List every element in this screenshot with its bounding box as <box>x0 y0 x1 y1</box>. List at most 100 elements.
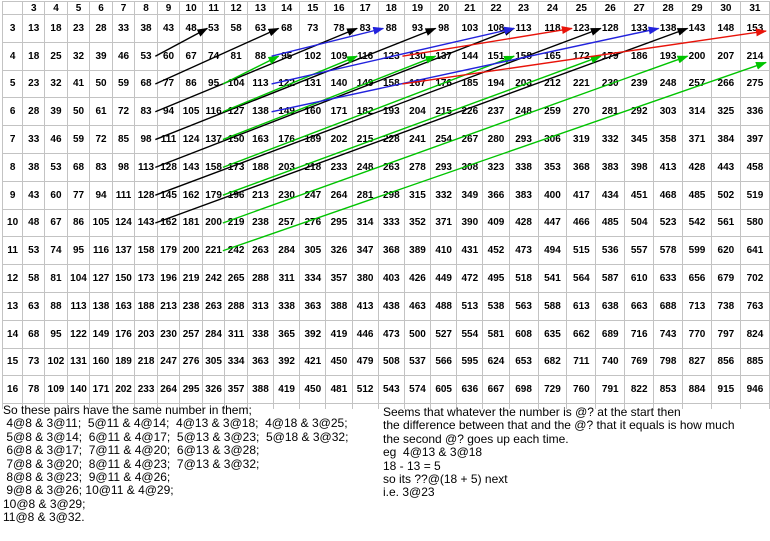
cell-14-7[interactable]: 176 <box>111 319 136 349</box>
cell-11-11[interactable]: 221 <box>201 236 226 266</box>
cell-11-9[interactable]: 179 <box>156 236 181 266</box>
cell-11-19[interactable]: 389 <box>403 236 432 266</box>
cell-7-28[interactable]: 358 <box>653 125 684 154</box>
cell-5-20[interactable]: 176 <box>430 69 458 99</box>
cell-8-14[interactable]: 203 <box>273 152 301 182</box>
cell-6-16[interactable]: 171 <box>325 97 353 127</box>
cell-3-22[interactable]: 108 <box>482 14 510 43</box>
cell-3-20[interactable]: 98 <box>430 14 458 43</box>
cell-12-27[interactable]: 610 <box>624 264 655 293</box>
cell-3-17[interactable]: 83 <box>351 14 379 43</box>
cell-4-17[interactable]: 116 <box>351 41 379 71</box>
cell-8-7[interactable]: 98 <box>111 152 136 182</box>
cell-16-6[interactable]: 171 <box>89 375 113 405</box>
cell-14-21[interactable]: 554 <box>456 319 484 349</box>
cell-10-21[interactable]: 390 <box>456 208 484 238</box>
cell-16-15[interactable]: 450 <box>299 375 327 405</box>
cell-5-9[interactable]: 77 <box>156 69 181 99</box>
col-header-26[interactable]: 26 <box>595 1 626 15</box>
cell-4-12[interactable]: 81 <box>224 41 248 71</box>
cell-15-27[interactable]: 769 <box>624 347 655 377</box>
cell-10-18[interactable]: 333 <box>377 208 405 238</box>
cell-13-6[interactable]: 138 <box>89 291 113 321</box>
cell-15-9[interactable]: 247 <box>156 347 181 377</box>
cell-6-22[interactable]: 237 <box>482 97 510 127</box>
cell-12-13[interactable]: 288 <box>246 264 275 293</box>
cell-14-9[interactable]: 230 <box>156 319 181 349</box>
cell-3-19[interactable]: 93 <box>403 14 432 43</box>
cell-6-14[interactable]: 149 <box>273 97 301 127</box>
cell-6-9[interactable]: 94 <box>156 97 181 127</box>
cell-11-15[interactable]: 305 <box>299 236 327 266</box>
cell-5-10[interactable]: 86 <box>179 69 203 99</box>
cell-14-19[interactable]: 500 <box>403 319 432 349</box>
cell-4-28[interactable]: 193 <box>653 41 684 71</box>
cell-6-12[interactable]: 127 <box>224 97 248 127</box>
cell-4-25[interactable]: 172 <box>566 41 597 71</box>
cell-16-4[interactable]: 109 <box>44 375 68 405</box>
cell-16-21[interactable]: 636 <box>456 375 484 405</box>
cell-12-25[interactable]: 564 <box>566 264 597 293</box>
cell-15-25[interactable]: 711 <box>566 347 597 377</box>
cell-11-10[interactable]: 200 <box>179 236 203 266</box>
cell-11-24[interactable]: 494 <box>537 236 568 266</box>
cell-9-12[interactable]: 196 <box>224 180 248 210</box>
cell-16-17[interactable]: 512 <box>351 375 379 405</box>
cell-7-31[interactable]: 397 <box>739 125 770 154</box>
cell-6-4[interactable]: 39 <box>44 97 68 127</box>
cell-5-15[interactable]: 131 <box>299 69 327 99</box>
cell-6-5[interactable]: 50 <box>66 97 91 127</box>
cell-9-9[interactable]: 145 <box>156 180 181 210</box>
cell-3-12[interactable]: 58 <box>224 14 248 43</box>
cell-11-21[interactable]: 431 <box>456 236 484 266</box>
cell-13-12[interactable]: 288 <box>224 291 248 321</box>
cell-5-12[interactable]: 104 <box>224 69 248 99</box>
cell-16-7[interactable]: 202 <box>111 375 136 405</box>
cell-13-30[interactable]: 738 <box>710 291 741 321</box>
cell-4-31[interactable]: 214 <box>739 41 770 71</box>
cell-15-11[interactable]: 305 <box>201 347 226 377</box>
cell-7-11[interactable]: 137 <box>201 125 226 154</box>
cell-10-22[interactable]: 409 <box>482 208 510 238</box>
cell-13-20[interactable]: 488 <box>430 291 458 321</box>
col-header-20[interactable]: 20 <box>430 1 458 15</box>
cell-10-23[interactable]: 428 <box>508 208 539 238</box>
cell-15-21[interactable]: 595 <box>456 347 484 377</box>
cell-5-27[interactable]: 239 <box>624 69 655 99</box>
cell-15-16[interactable]: 450 <box>325 347 353 377</box>
cell-9-31[interactable]: 519 <box>739 180 770 210</box>
cell-12-18[interactable]: 403 <box>377 264 405 293</box>
row-header-5[interactable]: 5 <box>1 69 24 99</box>
cell-16-20[interactable]: 605 <box>430 375 458 405</box>
cell-5-25[interactable]: 221 <box>566 69 597 99</box>
cell-5-29[interactable]: 257 <box>682 69 712 99</box>
cell-6-15[interactable]: 160 <box>299 97 327 127</box>
cell-14-13[interactable]: 338 <box>246 319 275 349</box>
cell-13-28[interactable]: 688 <box>653 291 684 321</box>
cell-13-23[interactable]: 563 <box>508 291 539 321</box>
cell-13-21[interactable]: 513 <box>456 291 484 321</box>
cell-16-3[interactable]: 78 <box>22 375 46 405</box>
cell-3-16[interactable]: 78 <box>325 14 353 43</box>
cell-4-10[interactable]: 67 <box>179 41 203 71</box>
cell-9-29[interactable]: 485 <box>682 180 712 210</box>
cell-5-7[interactable]: 59 <box>111 69 136 99</box>
cell-9-16[interactable]: 264 <box>325 180 353 210</box>
row-header-10[interactable]: 10 <box>1 208 24 238</box>
cell-3-11[interactable]: 53 <box>201 14 226 43</box>
cell-6-26[interactable]: 281 <box>595 97 626 127</box>
cell-8-29[interactable]: 428 <box>682 152 712 182</box>
cell-13-22[interactable]: 538 <box>482 291 510 321</box>
cell-13-15[interactable]: 363 <box>299 291 327 321</box>
cell-3-29[interactable]: 143 <box>682 14 712 43</box>
cell-13-8[interactable]: 188 <box>134 291 158 321</box>
row-header-13[interactable]: 13 <box>1 291 24 321</box>
cell-4-11[interactable]: 74 <box>201 41 226 71</box>
cell-7-8[interactable]: 98 <box>134 125 158 154</box>
col-header-4[interactable]: 4 <box>44 1 68 15</box>
cell-9-15[interactable]: 247 <box>299 180 327 210</box>
cell-10-29[interactable]: 542 <box>682 208 712 238</box>
cell-7-18[interactable]: 228 <box>377 125 405 154</box>
cell-10-28[interactable]: 523 <box>653 208 684 238</box>
cell-5-6[interactable]: 50 <box>89 69 113 99</box>
